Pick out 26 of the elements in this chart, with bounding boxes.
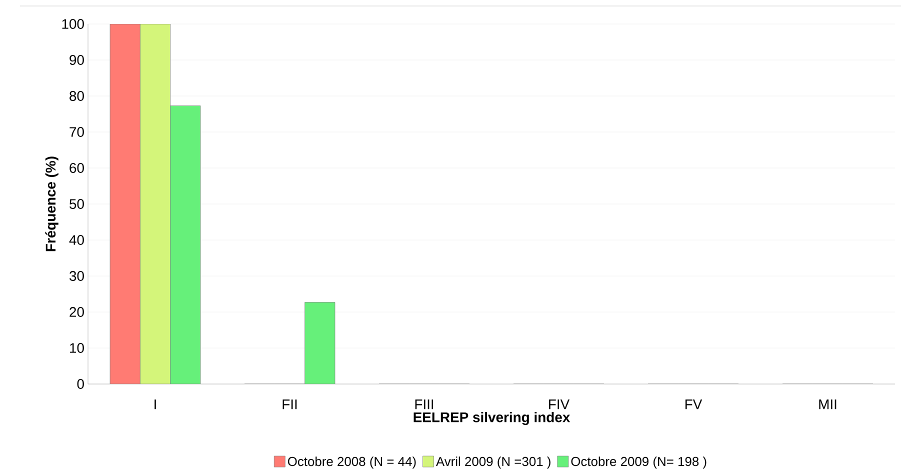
x-tick-label: FII — [282, 400, 297, 410]
bar — [170, 106, 201, 384]
y-tick-label: 60 — [70, 163, 84, 173]
y-tick-label: 70 — [70, 127, 84, 137]
y-tick-label: 90 — [70, 55, 84, 65]
x-tick-label: FV — [685, 400, 702, 410]
y-axis-title: Fréquence (%) — [45, 156, 58, 252]
y-tick-label: 100 — [62, 19, 84, 29]
legend-label: Octobre 2008 (N = 44) — [288, 456, 416, 469]
y-tick-label: 30 — [69, 271, 84, 281]
y-tick-label: 0 — [77, 379, 84, 389]
x-tick-label: I — [154, 400, 156, 410]
bar — [304, 302, 336, 384]
legend-label: Avril 2009 (N =301 ) — [436, 456, 550, 469]
legend-label: Octobre 2009 (N= 198 ) — [571, 456, 706, 469]
x-axis-title: EELREP silvering index — [414, 412, 570, 426]
y-tick-label: 40 — [69, 235, 84, 245]
x-tick-label: FIV — [549, 400, 570, 410]
y-tick-label: 10 — [70, 343, 84, 353]
bar — [110, 24, 140, 384]
x-tick-label: FIII — [415, 400, 434, 410]
bar — [140, 24, 171, 384]
y-tick-label: 20 — [70, 307, 84, 317]
x-tick-label: MII — [819, 400, 836, 410]
y-tick-label: 80 — [70, 91, 84, 101]
y-tick-label: 50 — [70, 199, 84, 209]
